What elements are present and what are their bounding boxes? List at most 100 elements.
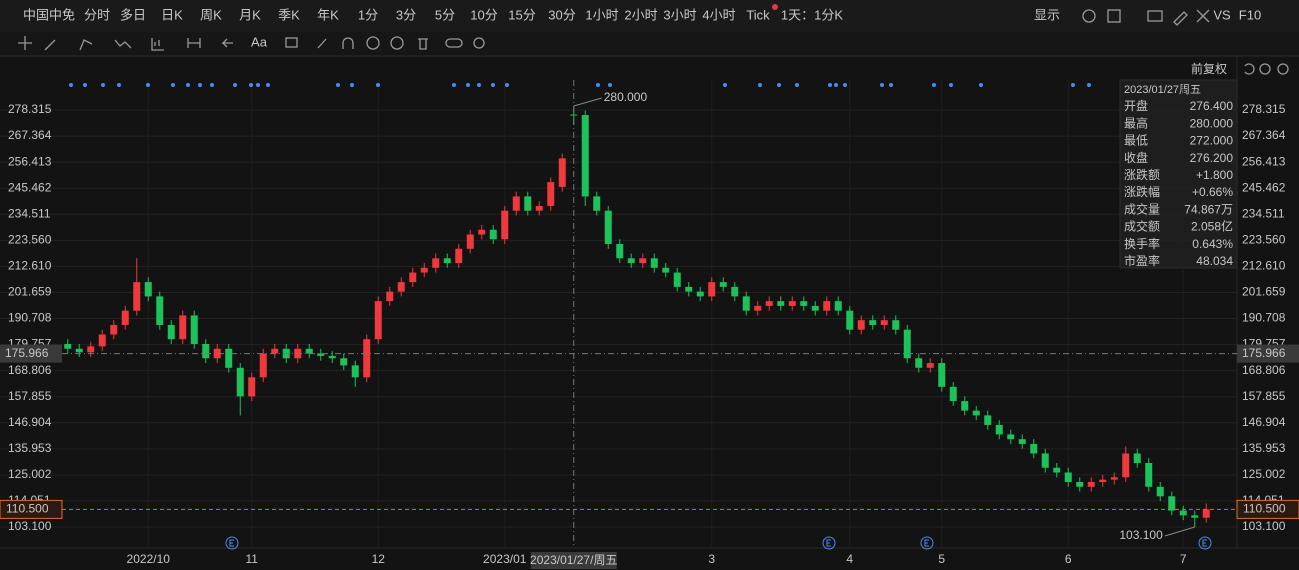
- annotation-leader: [573, 97, 602, 107]
- candle-body: [190, 315, 198, 344]
- notice-dot: [772, 4, 778, 10]
- candle-body: [869, 320, 877, 325]
- crosshair-price: 175.966: [5, 346, 49, 360]
- y-tick-label-left: 135.953: [8, 441, 52, 455]
- fib-tool[interactable]: [151, 38, 164, 51]
- timeframe-tab[interactable]: 3小时: [663, 7, 696, 22]
- y-tick-label: 190.708: [1242, 311, 1286, 325]
- y-tick-label: 168.806: [1242, 363, 1286, 377]
- y-tick-label: 256.413: [1242, 154, 1286, 168]
- timeframe-tab[interactable]: Tick: [746, 7, 770, 22]
- candle-body: [167, 324, 175, 340]
- timeframe-tab[interactable]: 3分: [396, 7, 416, 22]
- y-tick-label-left: 146.904: [8, 415, 52, 429]
- hide-tool[interactable]: [390, 36, 404, 50]
- drawing-tools[interactable]: [18, 36, 485, 51]
- y-tick-label: 135.953: [1242, 441, 1286, 455]
- y-tick-label-left: 125.002: [8, 467, 52, 481]
- timeframe-tab[interactable]: 季K: [278, 7, 300, 22]
- delete-tool[interactable]: [418, 38, 428, 50]
- candle-body: [1122, 453, 1130, 478]
- candle-body: [1110, 477, 1118, 480]
- timeframe-tab[interactable]: 中国中免: [23, 7, 75, 22]
- candle-body: [788, 301, 796, 306]
- wave-tool[interactable]: [114, 39, 132, 49]
- event-dot: [843, 83, 847, 87]
- pen-icon[interactable]: [1173, 11, 1188, 26]
- timeframe-tab[interactable]: 10分: [470, 7, 497, 22]
- fullscreen-icon[interactable]: [1196, 9, 1210, 23]
- toolbar-icons[interactable]: [1082, 9, 1289, 75]
- candle-body: [662, 267, 670, 273]
- timeframe-tab[interactable]: 4小时: [702, 7, 735, 22]
- y-tick-label: 157.855: [1242, 389, 1286, 403]
- timeframe-tab[interactable]: 月K: [239, 7, 261, 22]
- event-dot: [186, 83, 190, 87]
- drawing-bar-bg: [0, 32, 1299, 56]
- candle-body: [558, 158, 566, 187]
- settings-icon[interactable]: [1082, 9, 1096, 23]
- candle-body: [156, 296, 164, 325]
- comment-tool[interactable]: [285, 37, 298, 48]
- timeframe-tab[interactable]: 15分: [508, 7, 535, 22]
- arrow-tool[interactable]: [221, 38, 233, 48]
- timeframe-tab[interactable]: 5分: [435, 7, 455, 22]
- toolbar-button[interactable]: 显示: [1034, 7, 1060, 22]
- magnet-tool[interactable]: [342, 37, 354, 49]
- event-glyph: [924, 539, 929, 547]
- line-tool[interactable]: [44, 39, 56, 51]
- candle-body: [800, 301, 808, 306]
- event-dot: [828, 83, 832, 87]
- link-tool[interactable]: [445, 38, 463, 48]
- candle-body: [639, 258, 647, 264]
- info-label: 最低: [1124, 134, 1148, 148]
- adjust-label[interactable]: 前复权: [1191, 61, 1227, 76]
- zoom-out[interactable]: [1259, 63, 1271, 75]
- settings-tool[interactable]: [473, 37, 485, 49]
- candle-body: [64, 343, 72, 349]
- timeframe-tab[interactable]: 多日: [120, 7, 146, 22]
- timeframe-tab[interactable]: 分时: [84, 7, 110, 22]
- timeframe-tab[interactable]: 2小时: [624, 7, 657, 22]
- x-tick-label: 6: [1065, 552, 1072, 566]
- toolbar-button[interactable]: VS: [1213, 7, 1231, 22]
- reset-icon[interactable]: [1244, 63, 1255, 75]
- timeframe-tab[interactable]: 1分: [358, 7, 378, 22]
- info-value: 272.000: [1190, 134, 1234, 148]
- candle-body: [708, 282, 716, 297]
- channel-tool[interactable]: [79, 39, 93, 51]
- camera-icon[interactable]: [1147, 10, 1163, 22]
- move-tool[interactable]: [18, 36, 32, 50]
- event-dot: [505, 83, 509, 87]
- event-dot: [198, 83, 202, 87]
- candle-body: [593, 196, 601, 211]
- event-dot: [146, 83, 150, 87]
- info-label: 成交量: [1124, 201, 1160, 216]
- text-tool[interactable]: Aa: [251, 34, 268, 49]
- timeframe-tab[interactable]: 周K: [200, 7, 222, 22]
- candle-body: [110, 324, 118, 335]
- measure-tool[interactable]: [187, 38, 201, 48]
- annotation-leader: [1164, 526, 1195, 537]
- candle-body: [1064, 472, 1072, 483]
- lock-tool[interactable]: [366, 36, 380, 50]
- timeframe-tab[interactable]: 1小时: [585, 7, 618, 22]
- layout-icon[interactable]: [1107, 9, 1121, 23]
- candle-body: [133, 282, 141, 311]
- ruler-tool[interactable]: [317, 38, 327, 49]
- event-dot: [477, 83, 481, 87]
- timeframe-tab[interactable]: 年K: [317, 7, 339, 22]
- y-tick-label-left: 234.511: [8, 206, 51, 220]
- candle-body: [213, 348, 221, 359]
- toolbar-button[interactable]: F10: [1239, 7, 1261, 22]
- crosshair-price: 175.966: [1242, 346, 1286, 360]
- event-dot: [336, 83, 340, 87]
- zoom-in[interactable]: [1277, 63, 1289, 75]
- timeframe-tab[interactable]: 30分: [548, 7, 575, 22]
- event-dot: [233, 83, 237, 87]
- candle-body: [386, 291, 394, 302]
- timeframe-tab[interactable]: 日K: [161, 7, 183, 22]
- candle-body: [685, 286, 693, 292]
- candle-body: [443, 258, 451, 264]
- timeframe-tab[interactable]: 1天：1分K: [781, 7, 843, 22]
